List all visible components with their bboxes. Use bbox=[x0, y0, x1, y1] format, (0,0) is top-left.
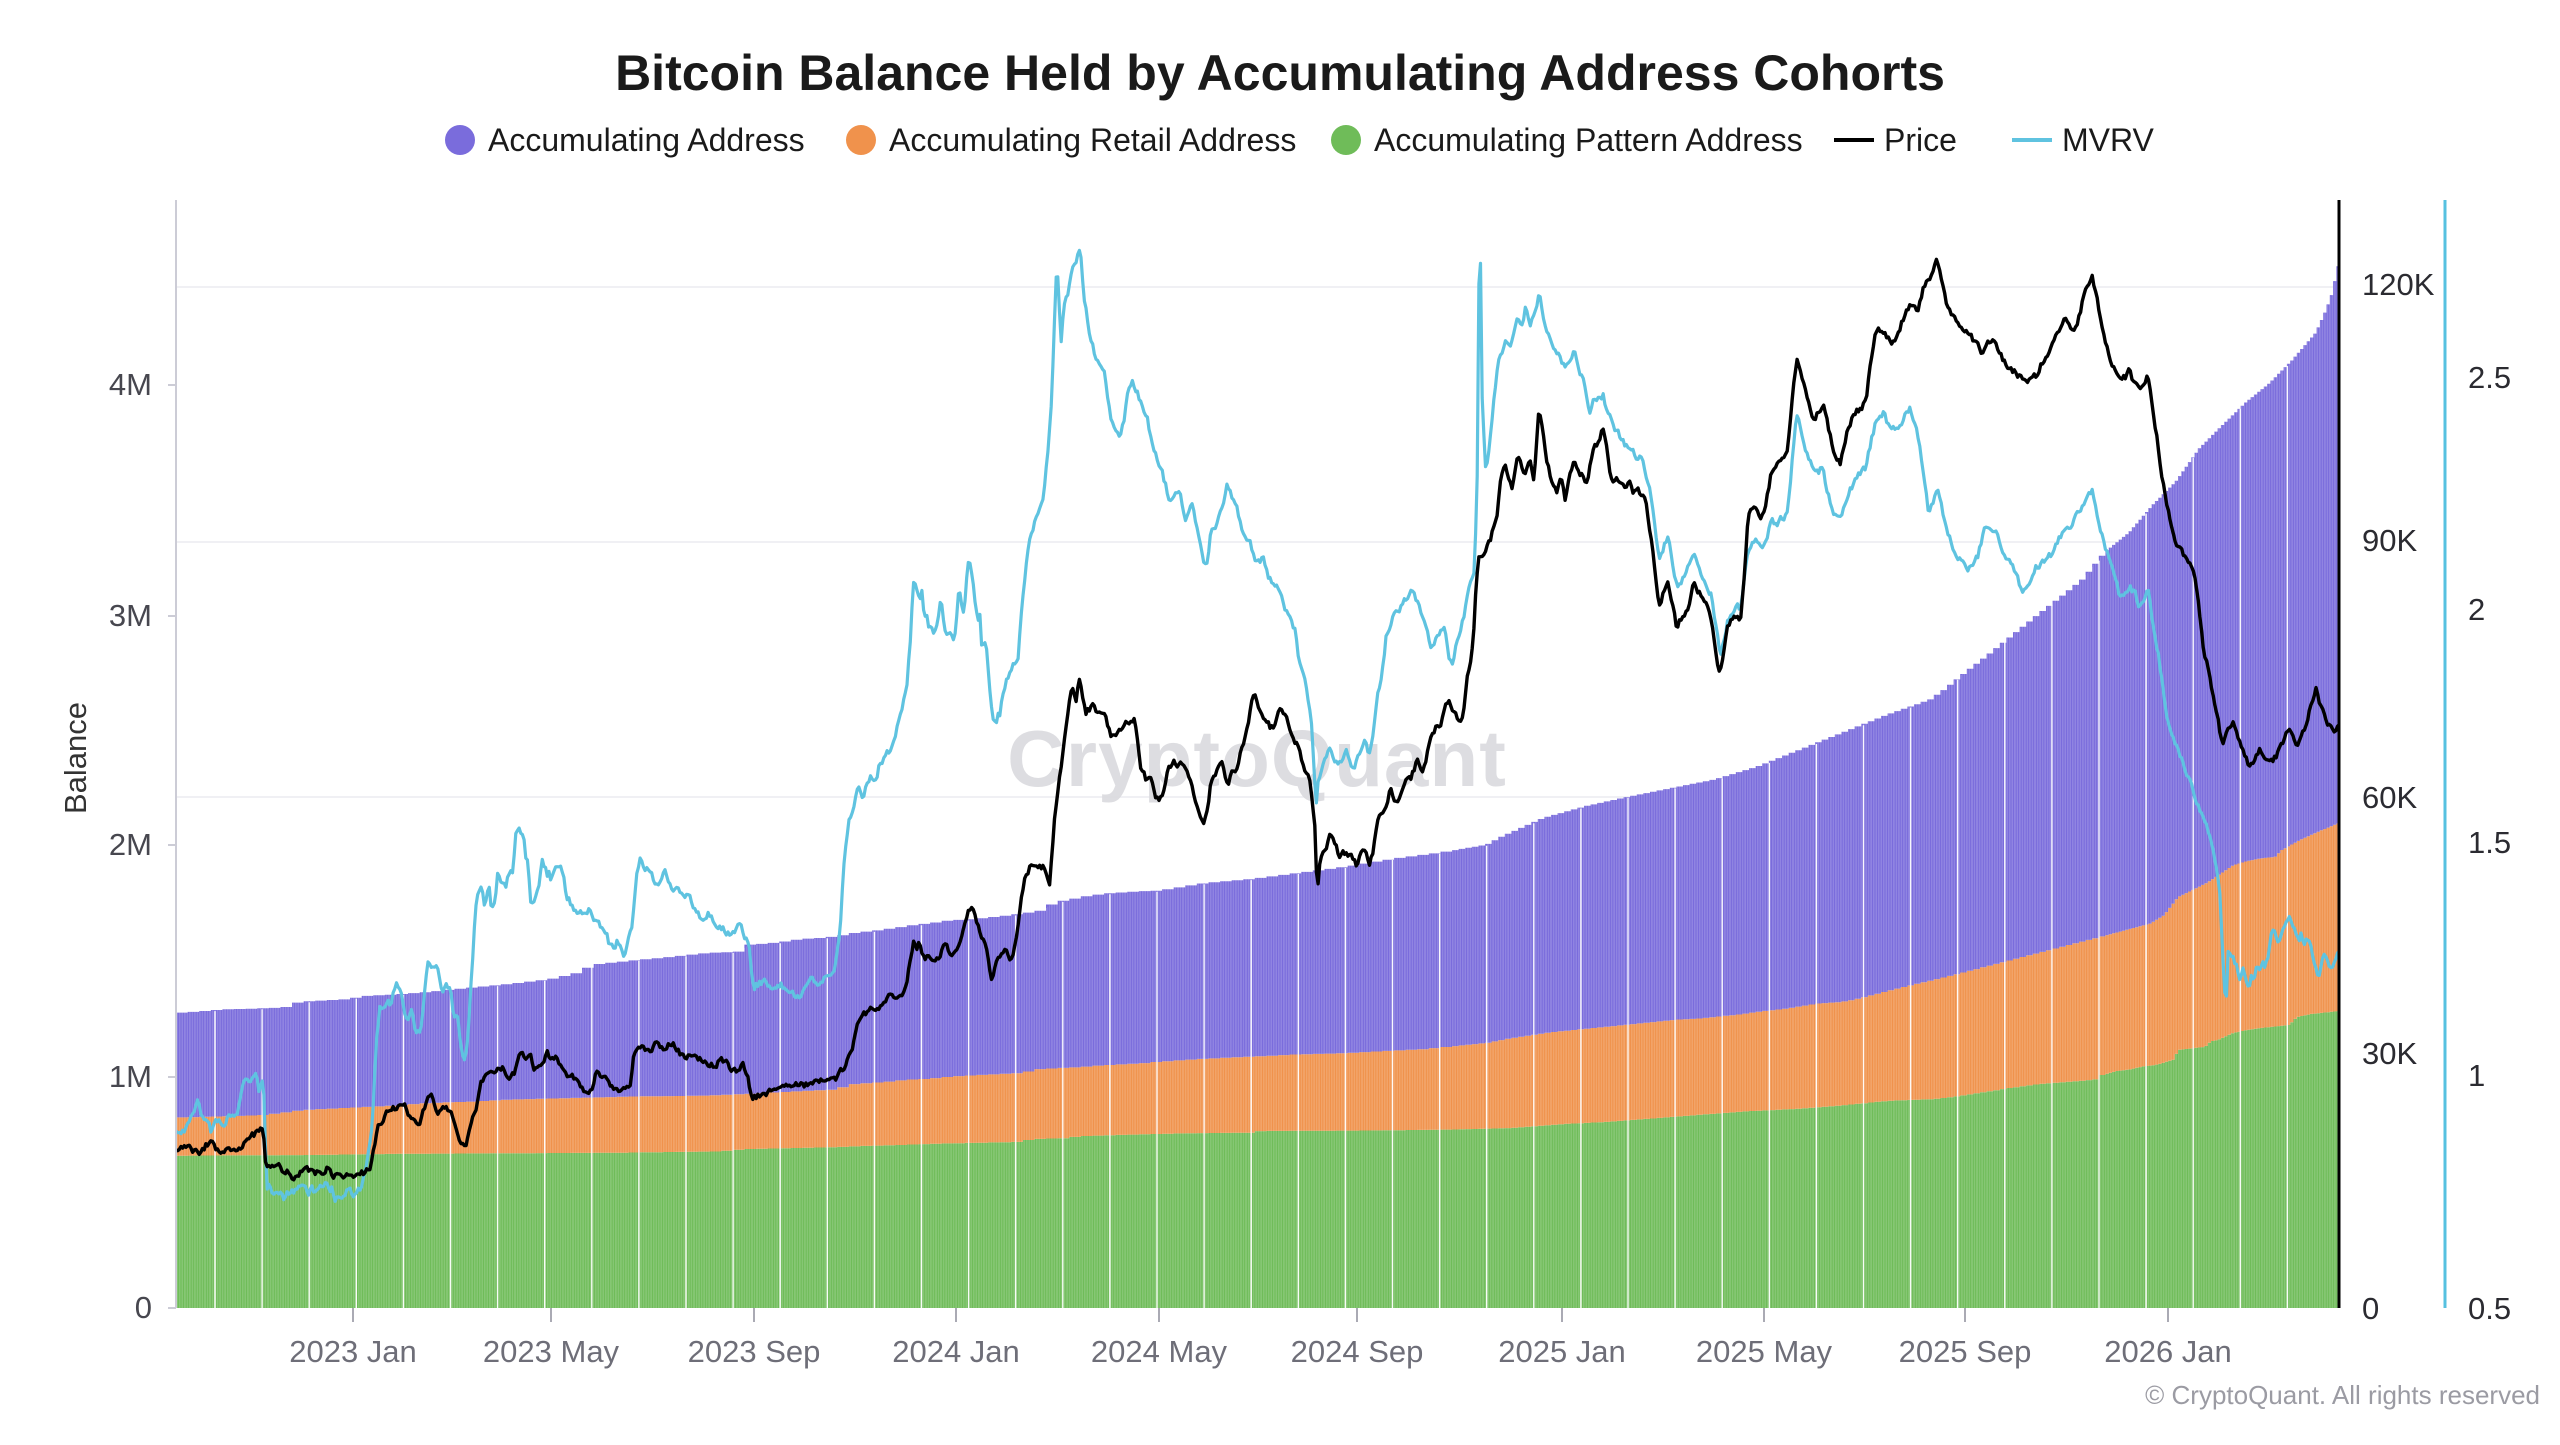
svg-text:4M: 4M bbox=[109, 367, 152, 402]
svg-text:0: 0 bbox=[2362, 1291, 2379, 1326]
svg-text:2026 Jan: 2026 Jan bbox=[2104, 1334, 2232, 1369]
svg-text:Bitcoin Balance Held by Accumu: Bitcoin Balance Held by Accumulating Add… bbox=[615, 45, 1945, 101]
svg-text:2023 Sep: 2023 Sep bbox=[688, 1334, 821, 1369]
svg-text:30K: 30K bbox=[2362, 1036, 2417, 1071]
svg-text:60K: 60K bbox=[2362, 780, 2417, 815]
svg-text:2023 May: 2023 May bbox=[483, 1334, 620, 1369]
svg-text:CryptoQuant: CryptoQuant bbox=[1007, 714, 1507, 803]
svg-text:Accumulating Address: Accumulating Address bbox=[488, 122, 805, 158]
svg-text:2024 Jan: 2024 Jan bbox=[892, 1334, 1020, 1369]
svg-text:2M: 2M bbox=[109, 827, 152, 862]
svg-text:2025 May: 2025 May bbox=[1696, 1334, 1833, 1369]
svg-text:0: 0 bbox=[135, 1290, 152, 1325]
svg-text:2025 Jan: 2025 Jan bbox=[1498, 1334, 1626, 1369]
svg-text:1: 1 bbox=[2468, 1058, 2485, 1093]
svg-text:Accumulating Pattern Address: Accumulating Pattern Address bbox=[1374, 122, 1803, 158]
svg-text:Price: Price bbox=[1884, 122, 1957, 158]
svg-text:2024 May: 2024 May bbox=[1091, 1334, 1228, 1369]
svg-text:2.5: 2.5 bbox=[2468, 360, 2511, 395]
svg-text:1.5: 1.5 bbox=[2468, 825, 2511, 860]
svg-text:2023 Jan: 2023 Jan bbox=[289, 1334, 417, 1369]
svg-text:2: 2 bbox=[2468, 592, 2485, 627]
svg-text:1M: 1M bbox=[109, 1059, 152, 1094]
svg-text:3M: 3M bbox=[109, 598, 152, 633]
svg-text:2024 Sep: 2024 Sep bbox=[1291, 1334, 1424, 1369]
svg-text:Accumulating Retail Address: Accumulating Retail Address bbox=[889, 122, 1296, 158]
svg-text:120K: 120K bbox=[2362, 267, 2435, 302]
svg-text:Balance: Balance bbox=[58, 702, 93, 814]
svg-text:0.5: 0.5 bbox=[2468, 1291, 2511, 1326]
svg-text:© CryptoQuant. All rights rese: © CryptoQuant. All rights reserved bbox=[2145, 1380, 2540, 1410]
svg-text:2025 Sep: 2025 Sep bbox=[1899, 1334, 2032, 1369]
svg-text:90K: 90K bbox=[2362, 523, 2417, 558]
svg-text:MVRV: MVRV bbox=[2062, 122, 2155, 158]
